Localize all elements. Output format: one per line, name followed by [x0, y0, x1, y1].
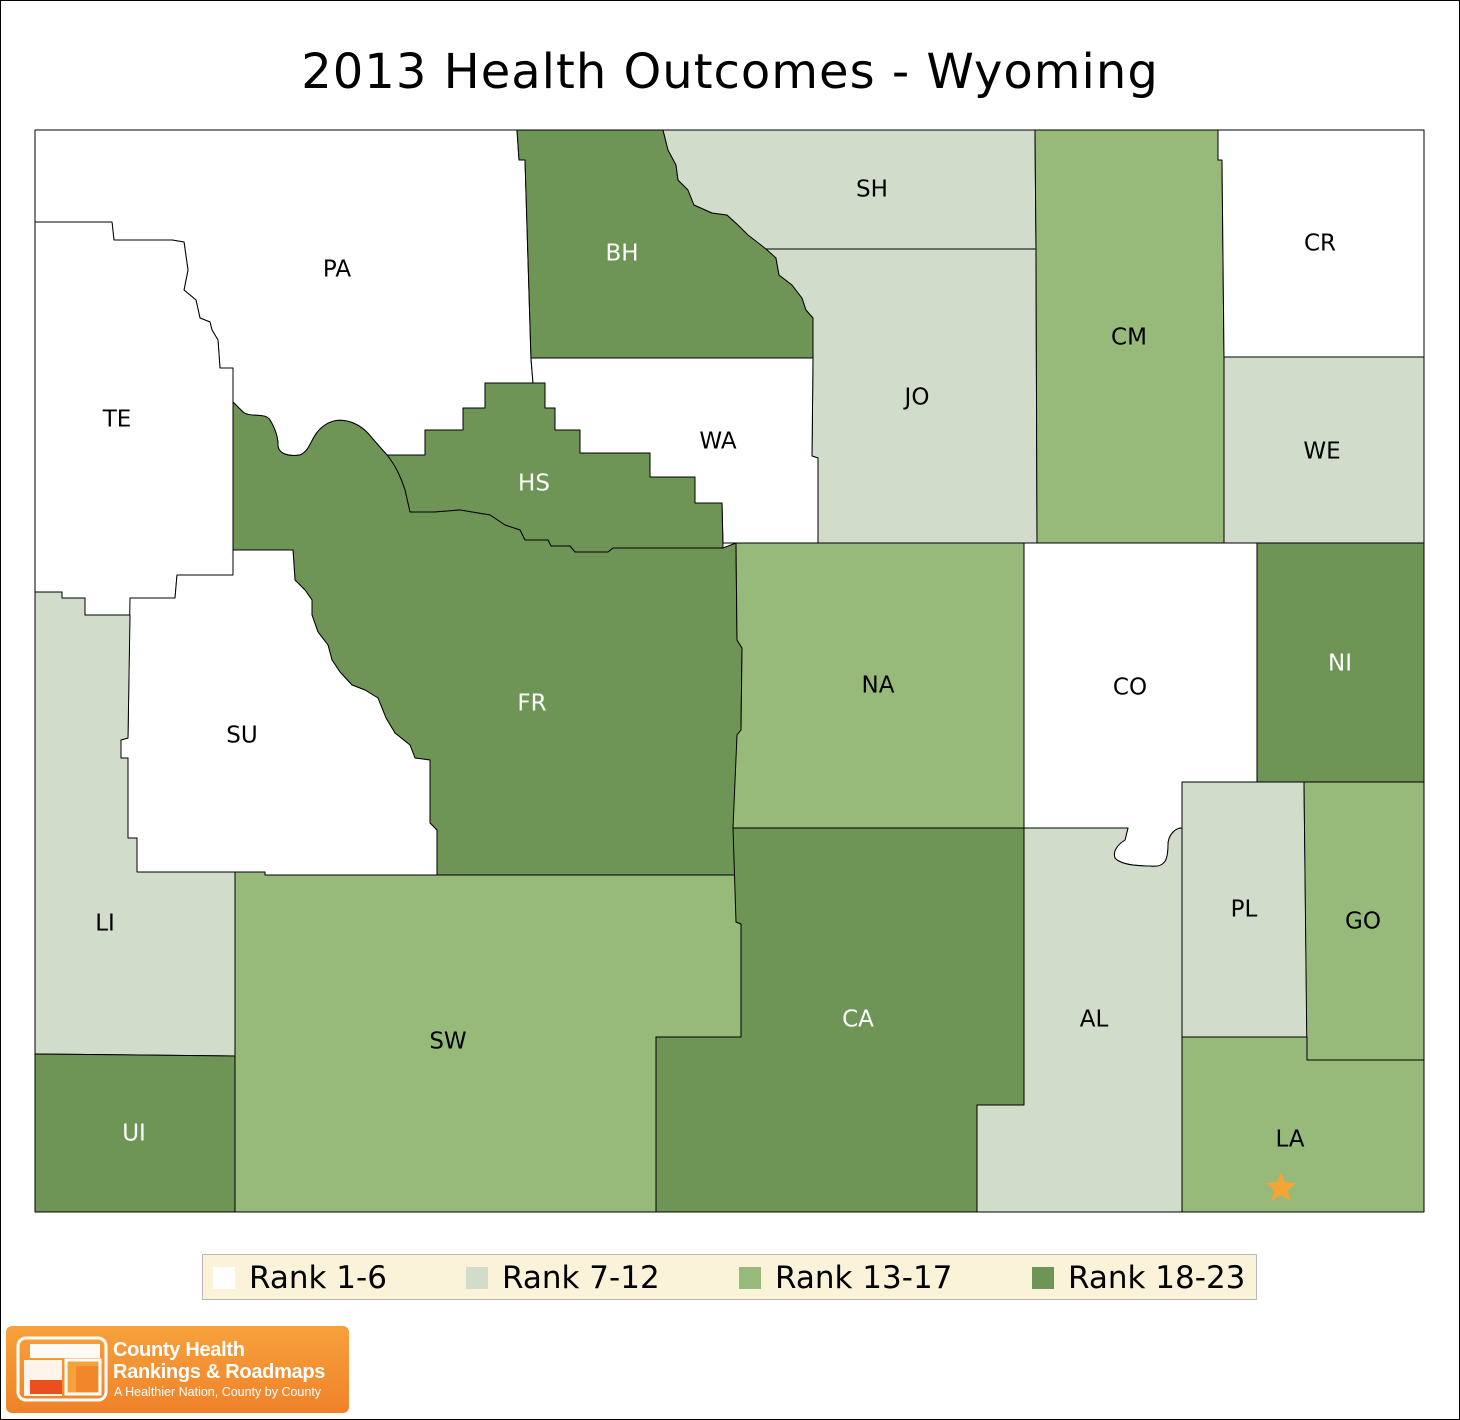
- county-label-cm: CM: [1111, 325, 1147, 351]
- county-label-na: NA: [862, 673, 895, 699]
- legend-label: Rank 13-17: [775, 1260, 953, 1296]
- county-label-pl: PL: [1231, 897, 1258, 923]
- legend-swatch: [739, 1267, 761, 1289]
- logo-title-line2: Rankings & Roadmaps: [113, 1361, 326, 1383]
- county-la[interactable]: [1181, 1036, 1425, 1213]
- legend-swatch: [213, 1267, 235, 1289]
- county-label-ca: CA: [842, 1007, 874, 1033]
- county-label-cr: CR: [1304, 231, 1336, 257]
- logo-tagline: A Healthier Nation, County by County: [114, 1385, 322, 1399]
- county-label-pa: PA: [323, 257, 351, 283]
- legend: Rank 1-6 Rank 7-12 Rank 13-17 Rank 18-23: [202, 1254, 1257, 1300]
- legend-swatch: [1032, 1267, 1054, 1289]
- map-title: 2013 Health Outcomes - Wyoming: [301, 44, 1159, 100]
- county-label-su: SU: [226, 723, 257, 749]
- legend-swatch: [466, 1267, 488, 1289]
- county-label-wa: WA: [699, 429, 736, 455]
- county-label-la: LA: [1275, 1127, 1304, 1153]
- logo-mark-icon: [16, 1336, 108, 1402]
- county-label-ni: NI: [1328, 651, 1352, 677]
- county-label-we: WE: [1303, 439, 1340, 465]
- legend-item-rank-13-17: Rank 13-17: [739, 1255, 952, 1301]
- county-label-ui: UI: [122, 1121, 146, 1147]
- county-label-go: GO: [1345, 909, 1381, 935]
- county-al[interactable]: [976, 827, 1183, 1213]
- county-label-te: TE: [102, 407, 132, 433]
- county-label-co: CO: [1113, 675, 1147, 701]
- logo-title-line1: County Health: [113, 1339, 245, 1361]
- county-health-rankings-logo: County Health Rankings & Roadmaps A Heal…: [6, 1326, 349, 1413]
- county-label-al: AL: [1080, 1007, 1109, 1033]
- legend-label: Rank 7-12: [502, 1260, 660, 1296]
- star-icon: [1265, 1172, 1297, 1201]
- county-label-hs: HS: [518, 471, 550, 497]
- county-label-fr: FR: [517, 691, 546, 717]
- county-label-bh: BH: [605, 241, 638, 267]
- county-label-sw: SW: [429, 1029, 466, 1055]
- county-label-sh: SH: [856, 177, 888, 203]
- legend-item-rank-7-12: Rank 7-12: [466, 1255, 660, 1301]
- legend-label: Rank 18-23: [1068, 1260, 1246, 1296]
- county-label-jo: JO: [903, 385, 930, 411]
- county-label-li: LI: [95, 911, 115, 937]
- legend-item-rank-18-23: Rank 18-23: [1032, 1255, 1245, 1301]
- legend-label: Rank 1-6: [249, 1260, 387, 1296]
- legend-item-rank-1-6: Rank 1-6: [213, 1255, 387, 1301]
